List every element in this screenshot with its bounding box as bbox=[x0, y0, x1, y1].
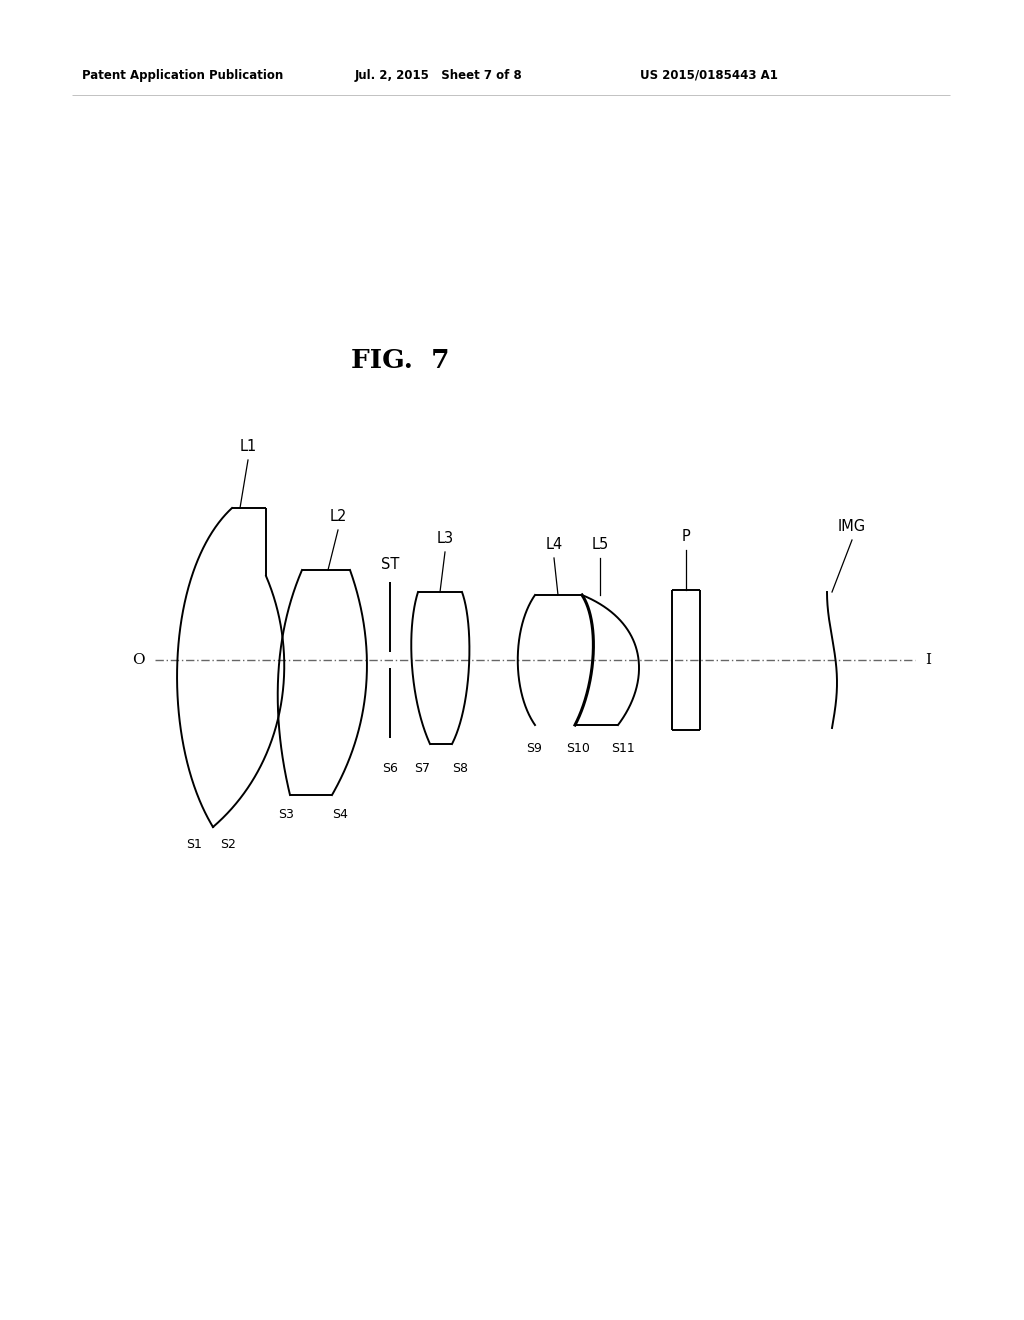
Text: ST: ST bbox=[381, 557, 399, 572]
Text: S2: S2 bbox=[220, 838, 236, 851]
Text: S3: S3 bbox=[279, 808, 294, 821]
Text: L5: L5 bbox=[592, 537, 608, 552]
Text: FIG.  7: FIG. 7 bbox=[351, 347, 450, 372]
Text: S4: S4 bbox=[332, 808, 348, 821]
Text: Patent Application Publication: Patent Application Publication bbox=[82, 69, 284, 82]
Text: O: O bbox=[132, 653, 144, 667]
Text: S10: S10 bbox=[566, 742, 590, 755]
Text: S8: S8 bbox=[452, 762, 468, 775]
Text: L1: L1 bbox=[240, 440, 257, 454]
Text: L3: L3 bbox=[436, 531, 454, 546]
Text: S6: S6 bbox=[382, 762, 398, 775]
Text: Jul. 2, 2015   Sheet 7 of 8: Jul. 2, 2015 Sheet 7 of 8 bbox=[355, 69, 522, 82]
Text: S1: S1 bbox=[186, 838, 202, 851]
Text: I: I bbox=[925, 653, 931, 667]
Text: S9: S9 bbox=[526, 742, 542, 755]
Text: IMG: IMG bbox=[838, 519, 866, 535]
Text: L2: L2 bbox=[330, 510, 347, 524]
Text: US 2015/0185443 A1: US 2015/0185443 A1 bbox=[640, 69, 778, 82]
Text: S11: S11 bbox=[611, 742, 635, 755]
Text: L4: L4 bbox=[546, 537, 562, 552]
Text: S7: S7 bbox=[414, 762, 430, 775]
Text: P: P bbox=[682, 529, 690, 544]
